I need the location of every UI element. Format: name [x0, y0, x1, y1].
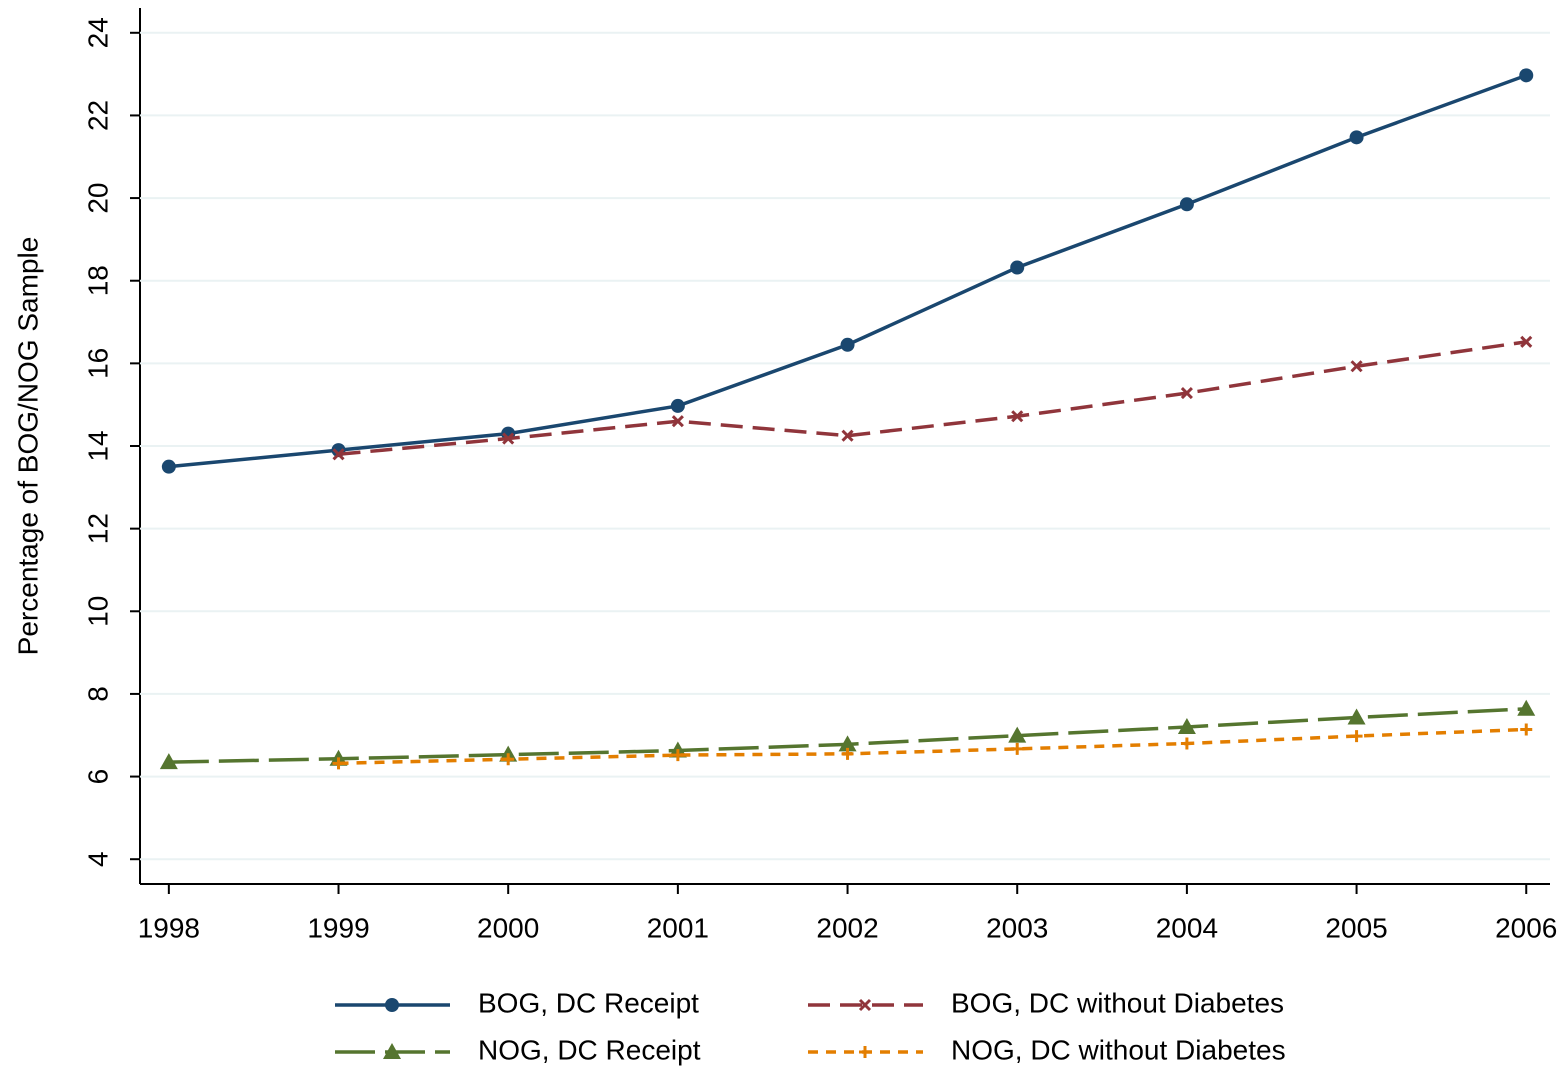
y-tick-label: 8 — [82, 686, 113, 702]
marker — [841, 747, 854, 760]
marker — [1177, 717, 1196, 734]
marker — [502, 753, 515, 766]
marker — [1008, 726, 1027, 743]
marker — [502, 432, 515, 445]
marker — [159, 753, 178, 770]
x-tick-label: 1999 — [307, 912, 369, 943]
marker — [1517, 699, 1536, 716]
y-tick-label: 18 — [82, 265, 113, 296]
x-tick-label: 2004 — [1156, 912, 1218, 943]
marker — [671, 749, 684, 762]
marker — [670, 398, 685, 413]
marker — [1010, 260, 1025, 275]
marker — [1520, 723, 1533, 736]
y-tick-label: 20 — [82, 182, 113, 213]
y-tick-label: 10 — [82, 596, 113, 627]
y-tick-label: 22 — [82, 100, 113, 131]
marker — [671, 415, 684, 428]
marker — [1519, 68, 1534, 83]
marker — [1180, 387, 1193, 400]
y-tick-label: 4 — [82, 851, 113, 867]
marker — [1011, 410, 1024, 423]
legend-marker — [385, 998, 399, 1012]
x-tick-label: 2006 — [1495, 912, 1557, 943]
marker — [1349, 130, 1364, 145]
x-tick-label: 2003 — [986, 912, 1048, 943]
legend-label: NOG, DC Receipt — [478, 1034, 701, 1065]
legend-label: BOG, DC Receipt — [478, 987, 699, 1018]
marker — [332, 448, 345, 461]
series-line — [338, 727, 1527, 766]
y-tick-label: 12 — [82, 513, 113, 544]
x-tick-label: 2000 — [477, 912, 539, 943]
series-line — [338, 340, 1527, 457]
x-tick-label: 2001 — [647, 912, 709, 943]
marker — [1520, 335, 1533, 348]
marker — [841, 429, 854, 442]
legend-label: NOG, DC without Diabetes — [951, 1034, 1286, 1065]
y-tick-label: 6 — [82, 769, 113, 785]
y-tick-label: 24 — [82, 17, 113, 48]
x-tick-label: 2002 — [816, 912, 878, 943]
legend-marker — [858, 998, 872, 1012]
marker — [838, 735, 857, 752]
marker — [1179, 197, 1194, 212]
x-tick-label: 2005 — [1325, 912, 1387, 943]
legend-marker — [383, 1043, 401, 1059]
marker — [1350, 730, 1363, 743]
y-axis-label: Percentage of BOG/NOG Sample — [12, 237, 43, 656]
legend-label: BOG, DC without Diabetes — [951, 987, 1284, 1018]
marker — [1350, 360, 1363, 373]
marker — [332, 757, 345, 770]
marker — [1011, 742, 1024, 755]
marker — [1180, 737, 1193, 750]
y-tick-label: 16 — [82, 348, 113, 379]
marker — [1347, 708, 1366, 725]
y-tick-label: 14 — [82, 430, 113, 461]
marker — [161, 459, 176, 474]
x-tick-label: 1998 — [138, 912, 200, 943]
legend-marker — [859, 1046, 871, 1058]
marker — [840, 337, 855, 352]
